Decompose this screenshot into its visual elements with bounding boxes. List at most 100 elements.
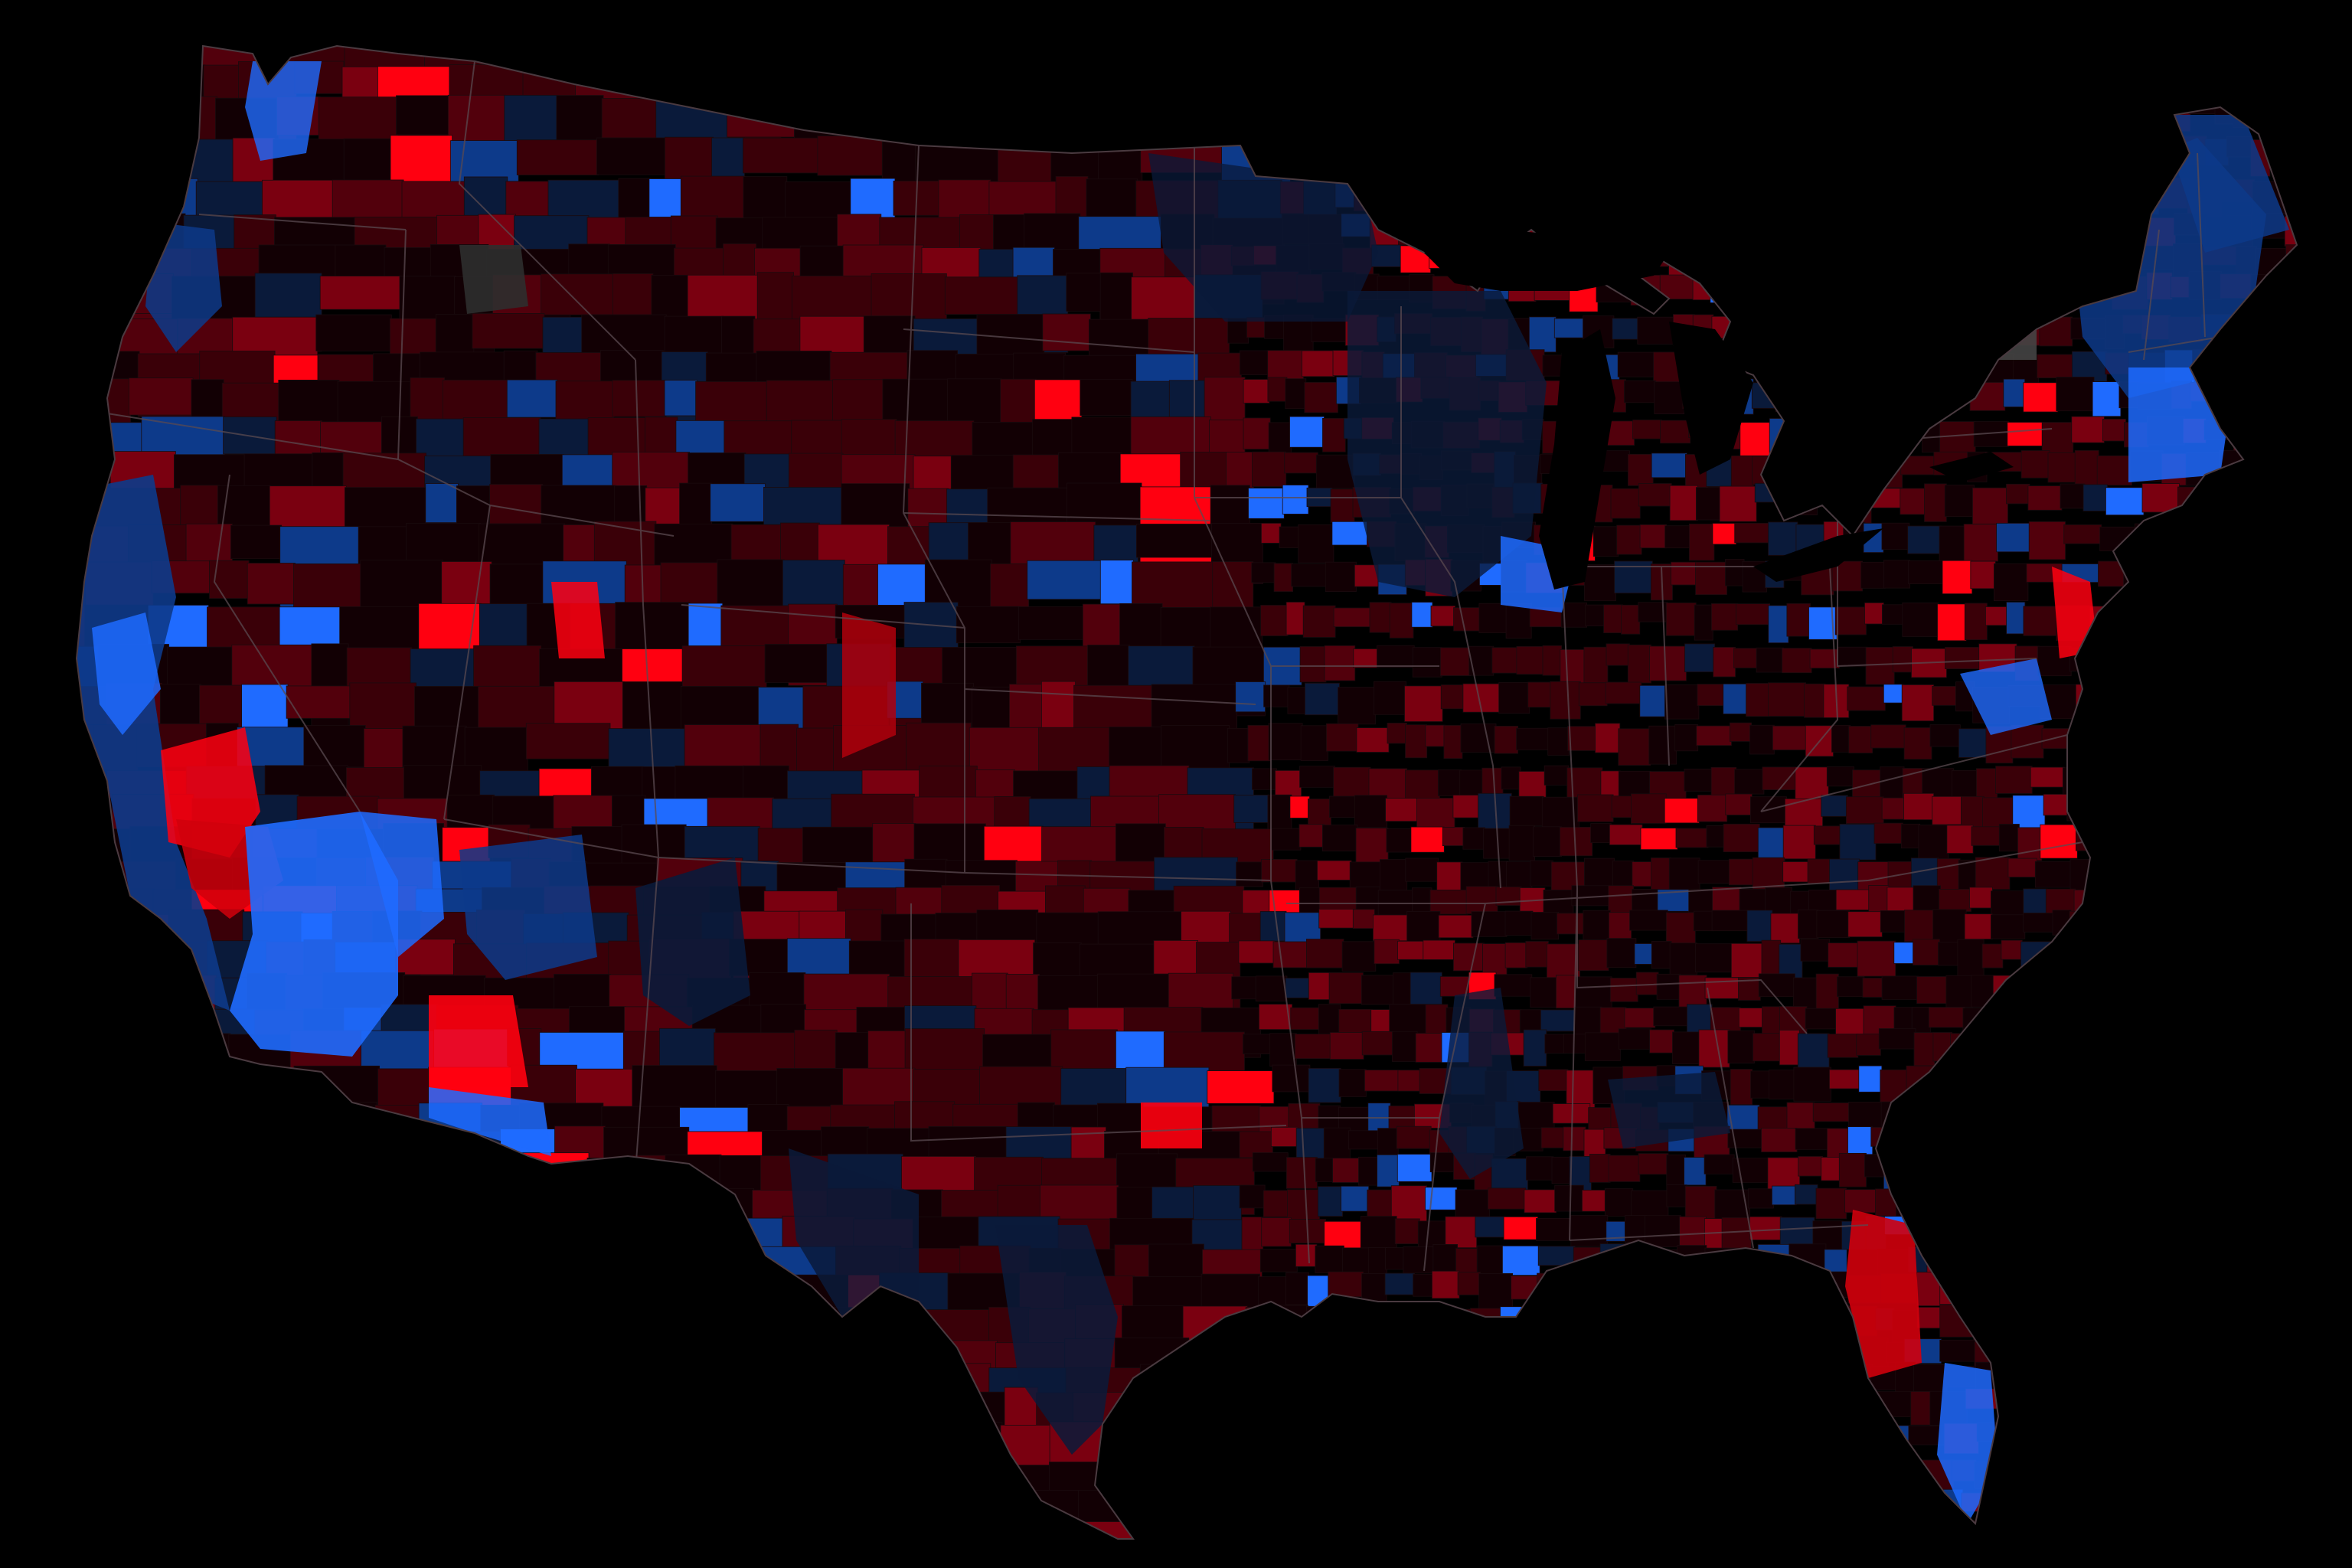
state-line bbox=[1760, 566, 1839, 812]
county-tile bbox=[1880, 910, 1906, 933]
county-tile bbox=[1665, 603, 1697, 636]
county-tile bbox=[1308, 1067, 1341, 1103]
county-tile bbox=[1241, 1217, 1264, 1255]
county-tile bbox=[525, 723, 611, 760]
county-tile bbox=[1410, 826, 1445, 853]
county-tile bbox=[1831, 724, 1851, 753]
county-tile bbox=[1632, 420, 1662, 439]
county-tile bbox=[1883, 684, 1904, 704]
county-tile bbox=[1516, 645, 1545, 675]
county-tile bbox=[1384, 1272, 1415, 1295]
county-tile bbox=[1231, 976, 1258, 1000]
state-line bbox=[1485, 880, 1869, 904]
county-tile bbox=[1322, 418, 1346, 452]
county-tile bbox=[1856, 1034, 1881, 1056]
county-tile bbox=[1255, 975, 1288, 1002]
county-tile bbox=[1971, 487, 2008, 524]
county-tile bbox=[1380, 859, 1408, 891]
county-tile bbox=[1913, 1032, 1936, 1067]
county-tile bbox=[1600, 770, 1621, 797]
county-tile bbox=[2017, 827, 2043, 861]
county-tile bbox=[2096, 455, 2132, 486]
county-tile bbox=[1584, 1032, 1621, 1061]
county-tile bbox=[1291, 564, 1328, 587]
county-tile bbox=[1397, 940, 1426, 960]
county-tile bbox=[286, 685, 352, 719]
county-tile bbox=[710, 483, 766, 522]
county-tile bbox=[1425, 724, 1446, 747]
county-tile bbox=[1770, 913, 1800, 944]
state-line bbox=[397, 229, 407, 460]
county-tile bbox=[2141, 483, 2180, 513]
county-tile bbox=[1557, 913, 1586, 935]
state-line bbox=[964, 688, 1256, 705]
county-tile bbox=[1644, 1215, 1681, 1247]
county-tile bbox=[1415, 1033, 1444, 1063]
county-tile bbox=[1528, 316, 1557, 353]
county-tile bbox=[1305, 682, 1340, 716]
county-tile bbox=[1462, 827, 1486, 850]
county-tile bbox=[1782, 825, 1816, 860]
county-tile bbox=[1746, 683, 1770, 717]
county-tile bbox=[1900, 823, 1921, 849]
county-tile bbox=[1453, 607, 1481, 632]
county-tile bbox=[2030, 766, 2065, 788]
dallas-red-region bbox=[1141, 1102, 1202, 1148]
great-lakes bbox=[1424, 230, 2014, 590]
county-tile bbox=[1733, 648, 1759, 668]
county-tile bbox=[1348, 1130, 1380, 1150]
county-tile bbox=[1928, 1007, 1965, 1028]
county-tile bbox=[1975, 857, 2011, 890]
county-tile bbox=[1786, 603, 1811, 637]
county-tile bbox=[1554, 1184, 1584, 1212]
county-tile bbox=[1815, 1187, 1847, 1220]
county-tile bbox=[1239, 1184, 1266, 1209]
county-tile bbox=[1491, 647, 1519, 674]
county-tile bbox=[2006, 483, 2030, 505]
county-tile bbox=[1794, 1184, 1818, 1205]
county-tile bbox=[361, 1030, 436, 1072]
lake-ontario bbox=[1929, 452, 2014, 482]
state-line bbox=[1569, 1224, 1869, 1241]
county-tile bbox=[2001, 939, 2023, 960]
county-tile bbox=[1326, 723, 1359, 752]
mississippi-delta-blue-region bbox=[1439, 988, 1524, 1179]
county-tile bbox=[1725, 793, 1753, 815]
county-tile bbox=[1793, 1067, 1831, 1102]
county-tile bbox=[1353, 648, 1379, 668]
county-tile bbox=[1996, 523, 2031, 553]
county-tile bbox=[802, 826, 875, 866]
county-tile bbox=[1993, 563, 2029, 602]
county-tile bbox=[1608, 912, 1632, 941]
county-tile bbox=[1762, 1006, 1782, 1038]
county-tile bbox=[1900, 488, 1927, 515]
county-tile bbox=[1904, 910, 1936, 942]
county-tile bbox=[1719, 485, 1757, 522]
county-tile bbox=[1356, 727, 1390, 753]
county-tile bbox=[1367, 1189, 1393, 1218]
county-tile bbox=[1504, 942, 1528, 969]
county-tile bbox=[1476, 1245, 1504, 1277]
county-tile bbox=[1797, 1033, 1830, 1073]
county-tile bbox=[1151, 684, 1237, 731]
county-tile bbox=[1505, 603, 1532, 639]
county-tile bbox=[1684, 1157, 1707, 1186]
county-tile bbox=[1341, 1185, 1370, 1212]
county-tile bbox=[1289, 416, 1325, 448]
county-tile bbox=[1710, 603, 1739, 631]
county-tile bbox=[1530, 977, 1558, 1008]
county-tile bbox=[1704, 1154, 1735, 1174]
county-tile bbox=[1542, 354, 1564, 377]
county-tile bbox=[1460, 723, 1497, 753]
county-tile bbox=[1080, 379, 1133, 416]
state-line bbox=[1423, 903, 1486, 1272]
county-tile bbox=[1807, 858, 1831, 884]
county-tile bbox=[1881, 522, 1910, 550]
county-tile bbox=[1027, 560, 1102, 600]
county-tile bbox=[1945, 975, 1974, 1008]
state-line bbox=[635, 857, 659, 1172]
county-tile bbox=[1361, 975, 1395, 1005]
county-tile bbox=[1287, 687, 1307, 714]
county-tile bbox=[1674, 724, 1699, 752]
county-tile bbox=[1299, 766, 1335, 788]
